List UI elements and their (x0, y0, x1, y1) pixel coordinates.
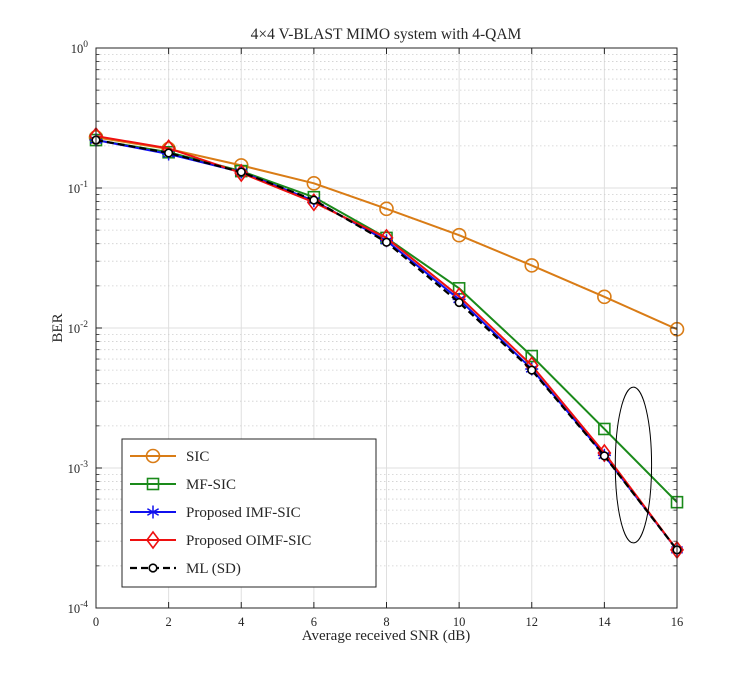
y-tick-label: 10-3 (68, 460, 89, 476)
y-tick-label: 100 (71, 40, 89, 56)
x-axis-label: Average received SNR (dB) (302, 628, 470, 644)
legend-entry-proposed-imf-sic: Proposed IMF-SIC (130, 505, 301, 521)
x-tick-label: 16 (671, 615, 684, 629)
data-point-sic (597, 289, 612, 305)
data-point-ml-sd (309, 195, 319, 205)
data-point-ml-sd (164, 148, 174, 158)
legend-label-proposed-oimf-sic: Proposed OIMF-SIC (186, 533, 311, 549)
data-point-ml-sd (527, 365, 537, 375)
data-point-mf-sic (525, 349, 539, 363)
x-tick-label: 10 (453, 615, 466, 629)
legend-marker-ml-sd (148, 563, 158, 573)
legend-marker-proposed-imf-sic (146, 505, 160, 519)
data-point-sic (524, 258, 540, 273)
y-tick-label: 10-1 (68, 180, 89, 196)
y-tick-label: 10-2 (68, 320, 89, 336)
annotation-layer (614, 386, 653, 544)
x-tick-label: 4 (238, 615, 245, 629)
data-point-ml-sd (236, 167, 246, 177)
legend-label-ml-sd: ML (SD) (186, 561, 241, 577)
legend-entry-proposed-oimf-sic: Proposed OIMF-SIC (130, 530, 311, 550)
legend-label-sic: SIC (186, 449, 209, 465)
x-tick-label: 14 (598, 615, 611, 629)
legend-label-proposed-imf-sic: Proposed IMF-SIC (186, 505, 301, 521)
legend-entry-ml-sd: ML (SD) (130, 561, 241, 577)
y-tick-label: 10-4 (68, 600, 89, 616)
data-point-sic (451, 227, 467, 243)
x-tick-label: 0 (93, 615, 99, 629)
legend-entry-sic: SIC (130, 448, 209, 465)
annotation-ellipse (614, 386, 653, 544)
x-tick-label: 2 (166, 615, 172, 629)
x-tick-label: 8 (383, 615, 389, 629)
y-tick-labels: 10-4 10-3 10-2 10-1 100 (68, 40, 89, 616)
legend-marker-sic (145, 448, 161, 464)
data-point-ml-sd (454, 297, 464, 308)
data-point-mf-sic (598, 422, 611, 436)
chart-title: 4×4 V-BLAST MIMO system with 4-QAM (251, 26, 522, 43)
data-point-sic (379, 201, 394, 217)
data-point-ml-sd (599, 451, 609, 461)
series-line-sic (95, 136, 678, 331)
data-point-ml-sd (381, 237, 392, 247)
x-tick-labels: 0 2 4 6 8 10 12 14 16 (93, 615, 683, 629)
legend-marker-mf-sic (146, 477, 160, 491)
data-point-sic (306, 176, 322, 191)
legend-entry-mf-sic: MF-SIC (130, 477, 236, 493)
x-tick-label: 12 (526, 615, 539, 629)
x-tick-label: 6 (311, 615, 317, 629)
tick-layer (95, 47, 678, 609)
legend: SIC MF-SIC Proposed IMF-SIC Proposed OIMF-S… (121, 438, 377, 588)
legend-label-mf-sic: MF-SIC (186, 477, 236, 493)
series-layer (88, 126, 685, 560)
legend-marker-proposed-oimf-sic (146, 530, 160, 550)
y-axis-label: BER (50, 313, 66, 342)
